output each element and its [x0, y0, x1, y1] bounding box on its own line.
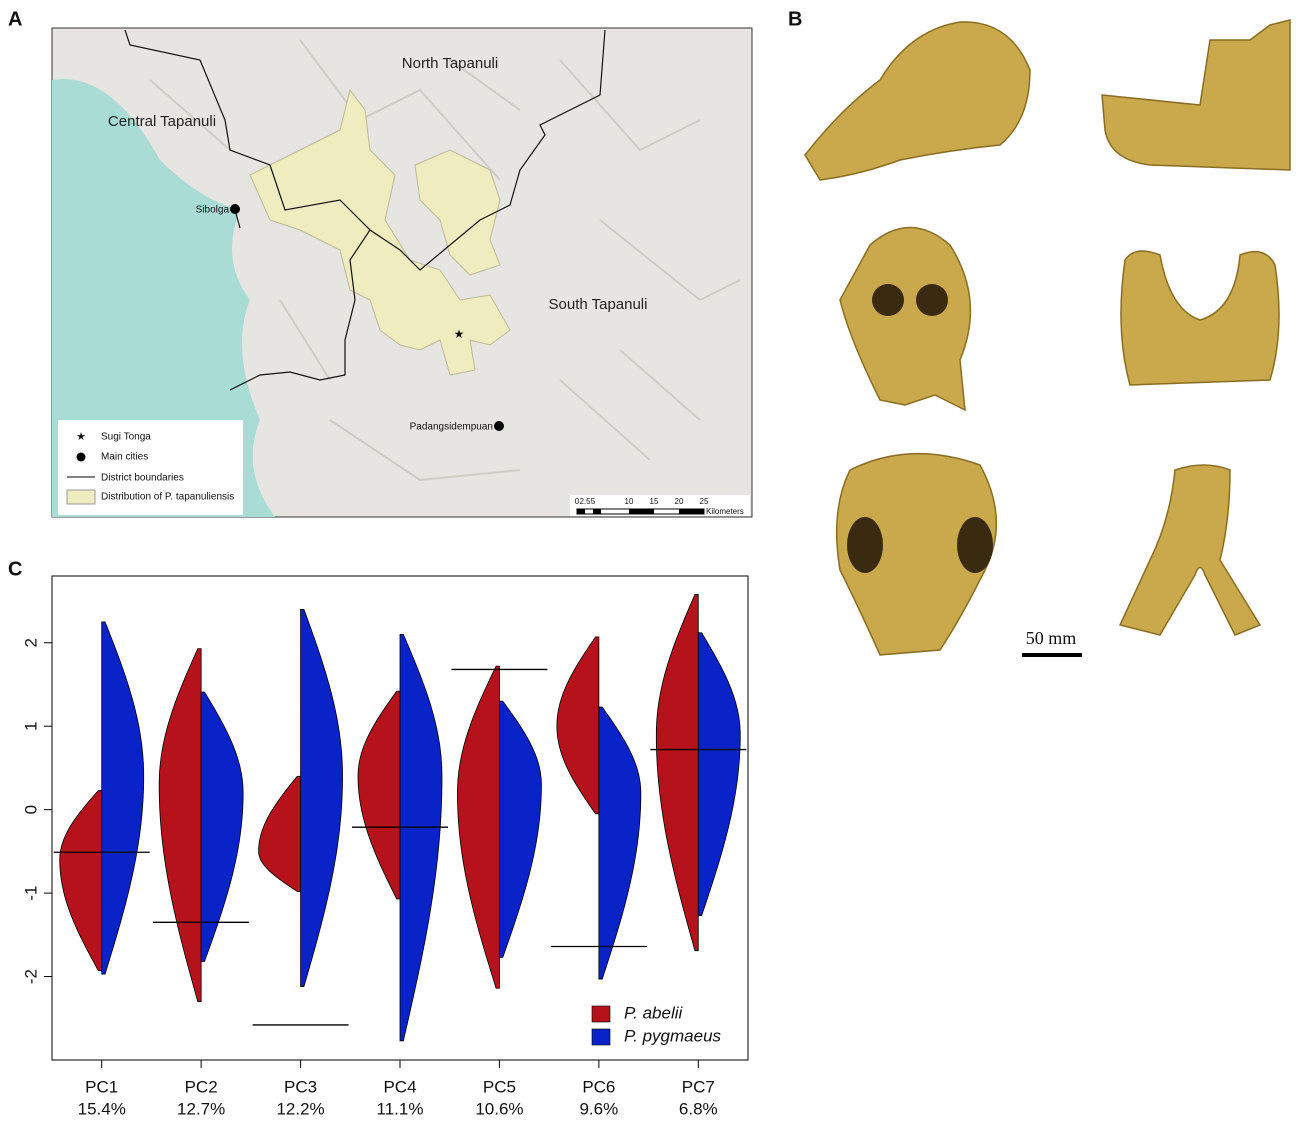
violin-half	[102, 622, 144, 974]
violin-half	[599, 707, 641, 979]
legend-label: Distribution of P. tapanuliensis	[101, 492, 234, 503]
figure: A B C North Tapanuli Central Tapanuli So…	[0, 0, 1298, 1121]
skull-lateral	[805, 22, 1030, 180]
x-tick-label: PC1	[85, 1077, 118, 1096]
skull-frontal	[840, 228, 970, 411]
x-tick-sublabel: 9.6%	[579, 1099, 618, 1118]
scale-unit: Kilometers	[706, 507, 744, 516]
violin-half	[60, 790, 102, 970]
violin-half	[698, 633, 740, 916]
city-label: Padangsidempuan	[410, 422, 493, 433]
city-dot	[494, 421, 504, 431]
y-tick-label: 2	[21, 638, 40, 647]
panel-label: A	[8, 8, 22, 30]
scale-tick-label: 20	[675, 497, 684, 506]
violin-half	[499, 701, 541, 957]
violin-half	[457, 666, 499, 988]
legend-label: District boundaries	[101, 473, 184, 484]
violin-half	[301, 609, 343, 986]
legend-swatch	[592, 1029, 610, 1045]
legend-label: Sugi Tonga	[101, 432, 151, 443]
legend-label: P. abelii	[624, 1003, 684, 1022]
x-tick-label: PC3	[284, 1077, 317, 1096]
region-label: South Tapanuli	[549, 296, 648, 313]
scale-tick-label: 2.5	[579, 497, 591, 506]
x-tick-sublabel: 6.8%	[679, 1099, 718, 1118]
x-tick-label: PC7	[682, 1077, 715, 1096]
x-tick-label: PC6	[582, 1077, 615, 1096]
x-tick-label: PC5	[483, 1077, 516, 1096]
region-label: North Tapanuli	[402, 55, 498, 72]
y-tick-label: -2	[21, 969, 40, 984]
x-tick-label: PC4	[383, 1077, 416, 1096]
violin-half	[358, 691, 400, 899]
legend-label: Main cities	[101, 452, 148, 463]
map: North Tapanuli Central Tapanuli South Ta…	[52, 28, 752, 517]
x-tick-sublabel: 12.2%	[276, 1099, 324, 1118]
y-tick-label: 0	[21, 805, 40, 814]
y-tick-label: -1	[21, 886, 40, 901]
violin-half	[259, 776, 301, 891]
panel-label: B	[788, 8, 802, 30]
legend-swatch	[592, 1006, 610, 1022]
scale-bar-fill	[577, 509, 704, 514]
violin-half	[159, 649, 201, 1002]
violin-half	[400, 634, 442, 1040]
mandible-frontal	[1121, 251, 1279, 385]
scale-tick-label: 25	[700, 497, 709, 506]
legend-label: P. pygmaeus	[624, 1026, 722, 1045]
scale-tick-label: 10	[625, 497, 634, 506]
city-label: Sibolga	[196, 205, 230, 216]
x-tick-label: PC2	[185, 1077, 218, 1096]
x-tick-sublabel: 10.6%	[475, 1099, 523, 1118]
scale-label: 50 mm	[1026, 628, 1077, 648]
scale-tick-label: 5	[591, 497, 596, 506]
violin-half	[201, 692, 243, 962]
legend-swatch	[67, 490, 95, 504]
x-tick-sublabel: 12.7%	[177, 1099, 225, 1118]
city-dot	[230, 204, 240, 214]
scale-tick-label: 15	[650, 497, 659, 506]
site-star: ★	[454, 327, 465, 341]
violin-half	[557, 637, 599, 814]
violin-half	[656, 594, 698, 950]
panel-label: C	[8, 558, 22, 580]
x-tick-sublabel: 11.1%	[377, 1099, 424, 1118]
mandible-lateral	[1102, 20, 1290, 170]
mandible-occlusal	[1120, 465, 1260, 635]
y-tick-label: 1	[21, 721, 40, 730]
region-label: Central Tapanuli	[108, 113, 216, 130]
x-tick-sublabel: 15.4%	[78, 1099, 126, 1118]
legend-star: ★	[76, 431, 86, 443]
legend-dot	[77, 453, 86, 462]
